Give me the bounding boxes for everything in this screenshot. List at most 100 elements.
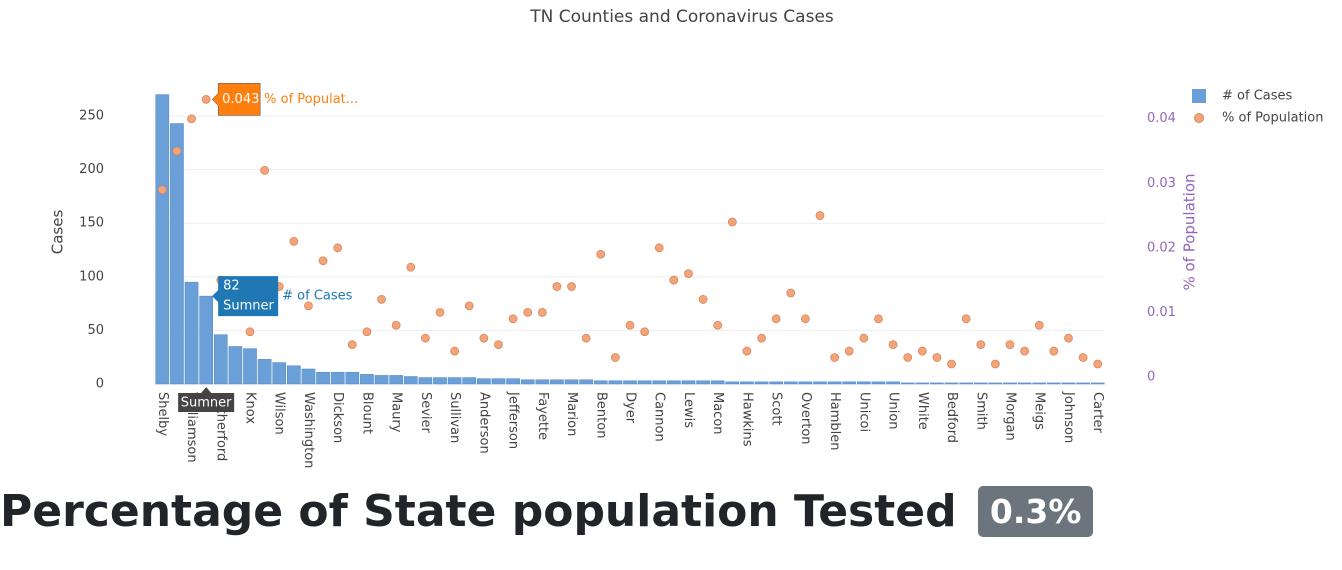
bar bbox=[681, 380, 696, 385]
bar bbox=[667, 380, 681, 385]
bar bbox=[1090, 382, 1105, 385]
x-tick-label: Macon bbox=[710, 392, 725, 435]
point bbox=[917, 346, 927, 356]
point bbox=[581, 333, 591, 343]
point bbox=[289, 236, 299, 246]
point bbox=[800, 314, 810, 324]
bar bbox=[593, 380, 608, 385]
bar bbox=[491, 378, 506, 385]
bar bbox=[973, 382, 988, 385]
x-tick-label: White bbox=[915, 392, 930, 430]
point bbox=[450, 346, 460, 356]
point bbox=[742, 346, 752, 356]
x-tick-label: Lewis bbox=[681, 392, 696, 428]
y-tick-label: 150 bbox=[79, 216, 104, 231]
bar bbox=[301, 368, 316, 385]
bar bbox=[696, 380, 710, 385]
bar bbox=[462, 377, 477, 385]
point bbox=[172, 146, 182, 156]
bar bbox=[184, 281, 199, 385]
point bbox=[391, 320, 401, 330]
x-tick-label: Morgan bbox=[1003, 392, 1018, 441]
x-tick-label: Dyer bbox=[623, 392, 638, 424]
x-tick-label: Maury bbox=[389, 392, 404, 433]
x-tick-label: Blount bbox=[359, 392, 374, 434]
bar bbox=[1047, 382, 1061, 385]
legend-label: % of Population bbox=[1222, 111, 1323, 126]
y2-tick-label: 0.04 bbox=[1147, 111, 1176, 126]
point bbox=[1064, 333, 1073, 343]
point bbox=[1093, 359, 1103, 369]
bar bbox=[170, 123, 184, 385]
x-tick-label: Jefferson bbox=[506, 391, 521, 449]
bar bbox=[710, 380, 725, 385]
bar bbox=[330, 371, 345, 385]
bar bbox=[623, 380, 637, 385]
bar bbox=[725, 381, 740, 385]
legend-label: # of Cases bbox=[1222, 89, 1293, 104]
bar bbox=[944, 382, 959, 385]
hover-box bbox=[212, 276, 279, 317]
point bbox=[1020, 346, 1030, 356]
point bbox=[961, 314, 971, 324]
y-tick-label: 50 bbox=[87, 323, 104, 338]
bar bbox=[564, 379, 579, 385]
point bbox=[420, 333, 430, 343]
bar bbox=[550, 379, 564, 385]
bar bbox=[213, 334, 228, 385]
hover-box bbox=[211, 83, 261, 116]
point bbox=[1005, 340, 1015, 350]
bar bbox=[257, 359, 272, 385]
point bbox=[567, 282, 576, 291]
bar bbox=[652, 380, 667, 385]
bar bbox=[959, 382, 973, 385]
point bbox=[318, 256, 328, 266]
bar bbox=[769, 381, 783, 385]
point bbox=[552, 282, 562, 291]
bar bbox=[477, 378, 491, 385]
x-tick-label: Carter bbox=[1090, 392, 1105, 433]
point bbox=[187, 114, 196, 124]
legend-swatch bbox=[1192, 89, 1206, 103]
bar bbox=[433, 377, 447, 385]
x-tick-label: Marion bbox=[564, 392, 579, 436]
bar bbox=[243, 348, 257, 385]
bar bbox=[900, 382, 915, 385]
bar bbox=[842, 381, 857, 385]
bar bbox=[1003, 382, 1017, 385]
point bbox=[932, 353, 942, 362]
bar bbox=[930, 382, 944, 385]
x-tick-label: Washington bbox=[301, 392, 316, 468]
y-tick-label: 250 bbox=[79, 109, 104, 124]
x-tick-label: Bedford bbox=[944, 392, 959, 443]
y2-tick-label: 0.02 bbox=[1147, 240, 1176, 255]
point bbox=[640, 327, 650, 337]
bar bbox=[360, 374, 374, 385]
point bbox=[245, 327, 255, 337]
bar bbox=[418, 377, 433, 385]
point bbox=[625, 320, 635, 330]
bar bbox=[374, 375, 389, 385]
hover-series: # of Cases bbox=[282, 289, 353, 304]
point bbox=[508, 314, 518, 324]
x-tick-label: Scott bbox=[769, 392, 784, 426]
bar bbox=[1076, 382, 1090, 385]
bar bbox=[915, 382, 930, 385]
bar bbox=[783, 381, 798, 385]
point bbox=[157, 185, 167, 195]
point bbox=[859, 333, 869, 343]
x-tick-label: Cannon bbox=[652, 392, 667, 442]
y2-axis-title: % of Population bbox=[1181, 173, 1199, 290]
point bbox=[333, 243, 343, 253]
point bbox=[1049, 346, 1059, 356]
x-tick-label: Union bbox=[886, 392, 901, 430]
y2-tick-label: 0 bbox=[1147, 369, 1155, 384]
bar bbox=[389, 375, 403, 385]
x-tick-label: Anderson bbox=[476, 392, 491, 454]
x-hover-label: Sumner bbox=[181, 396, 232, 411]
point bbox=[201, 94, 211, 104]
point bbox=[757, 333, 766, 343]
chart-title: TN Counties and Coronavirus Cases bbox=[529, 7, 834, 27]
point bbox=[494, 340, 503, 350]
